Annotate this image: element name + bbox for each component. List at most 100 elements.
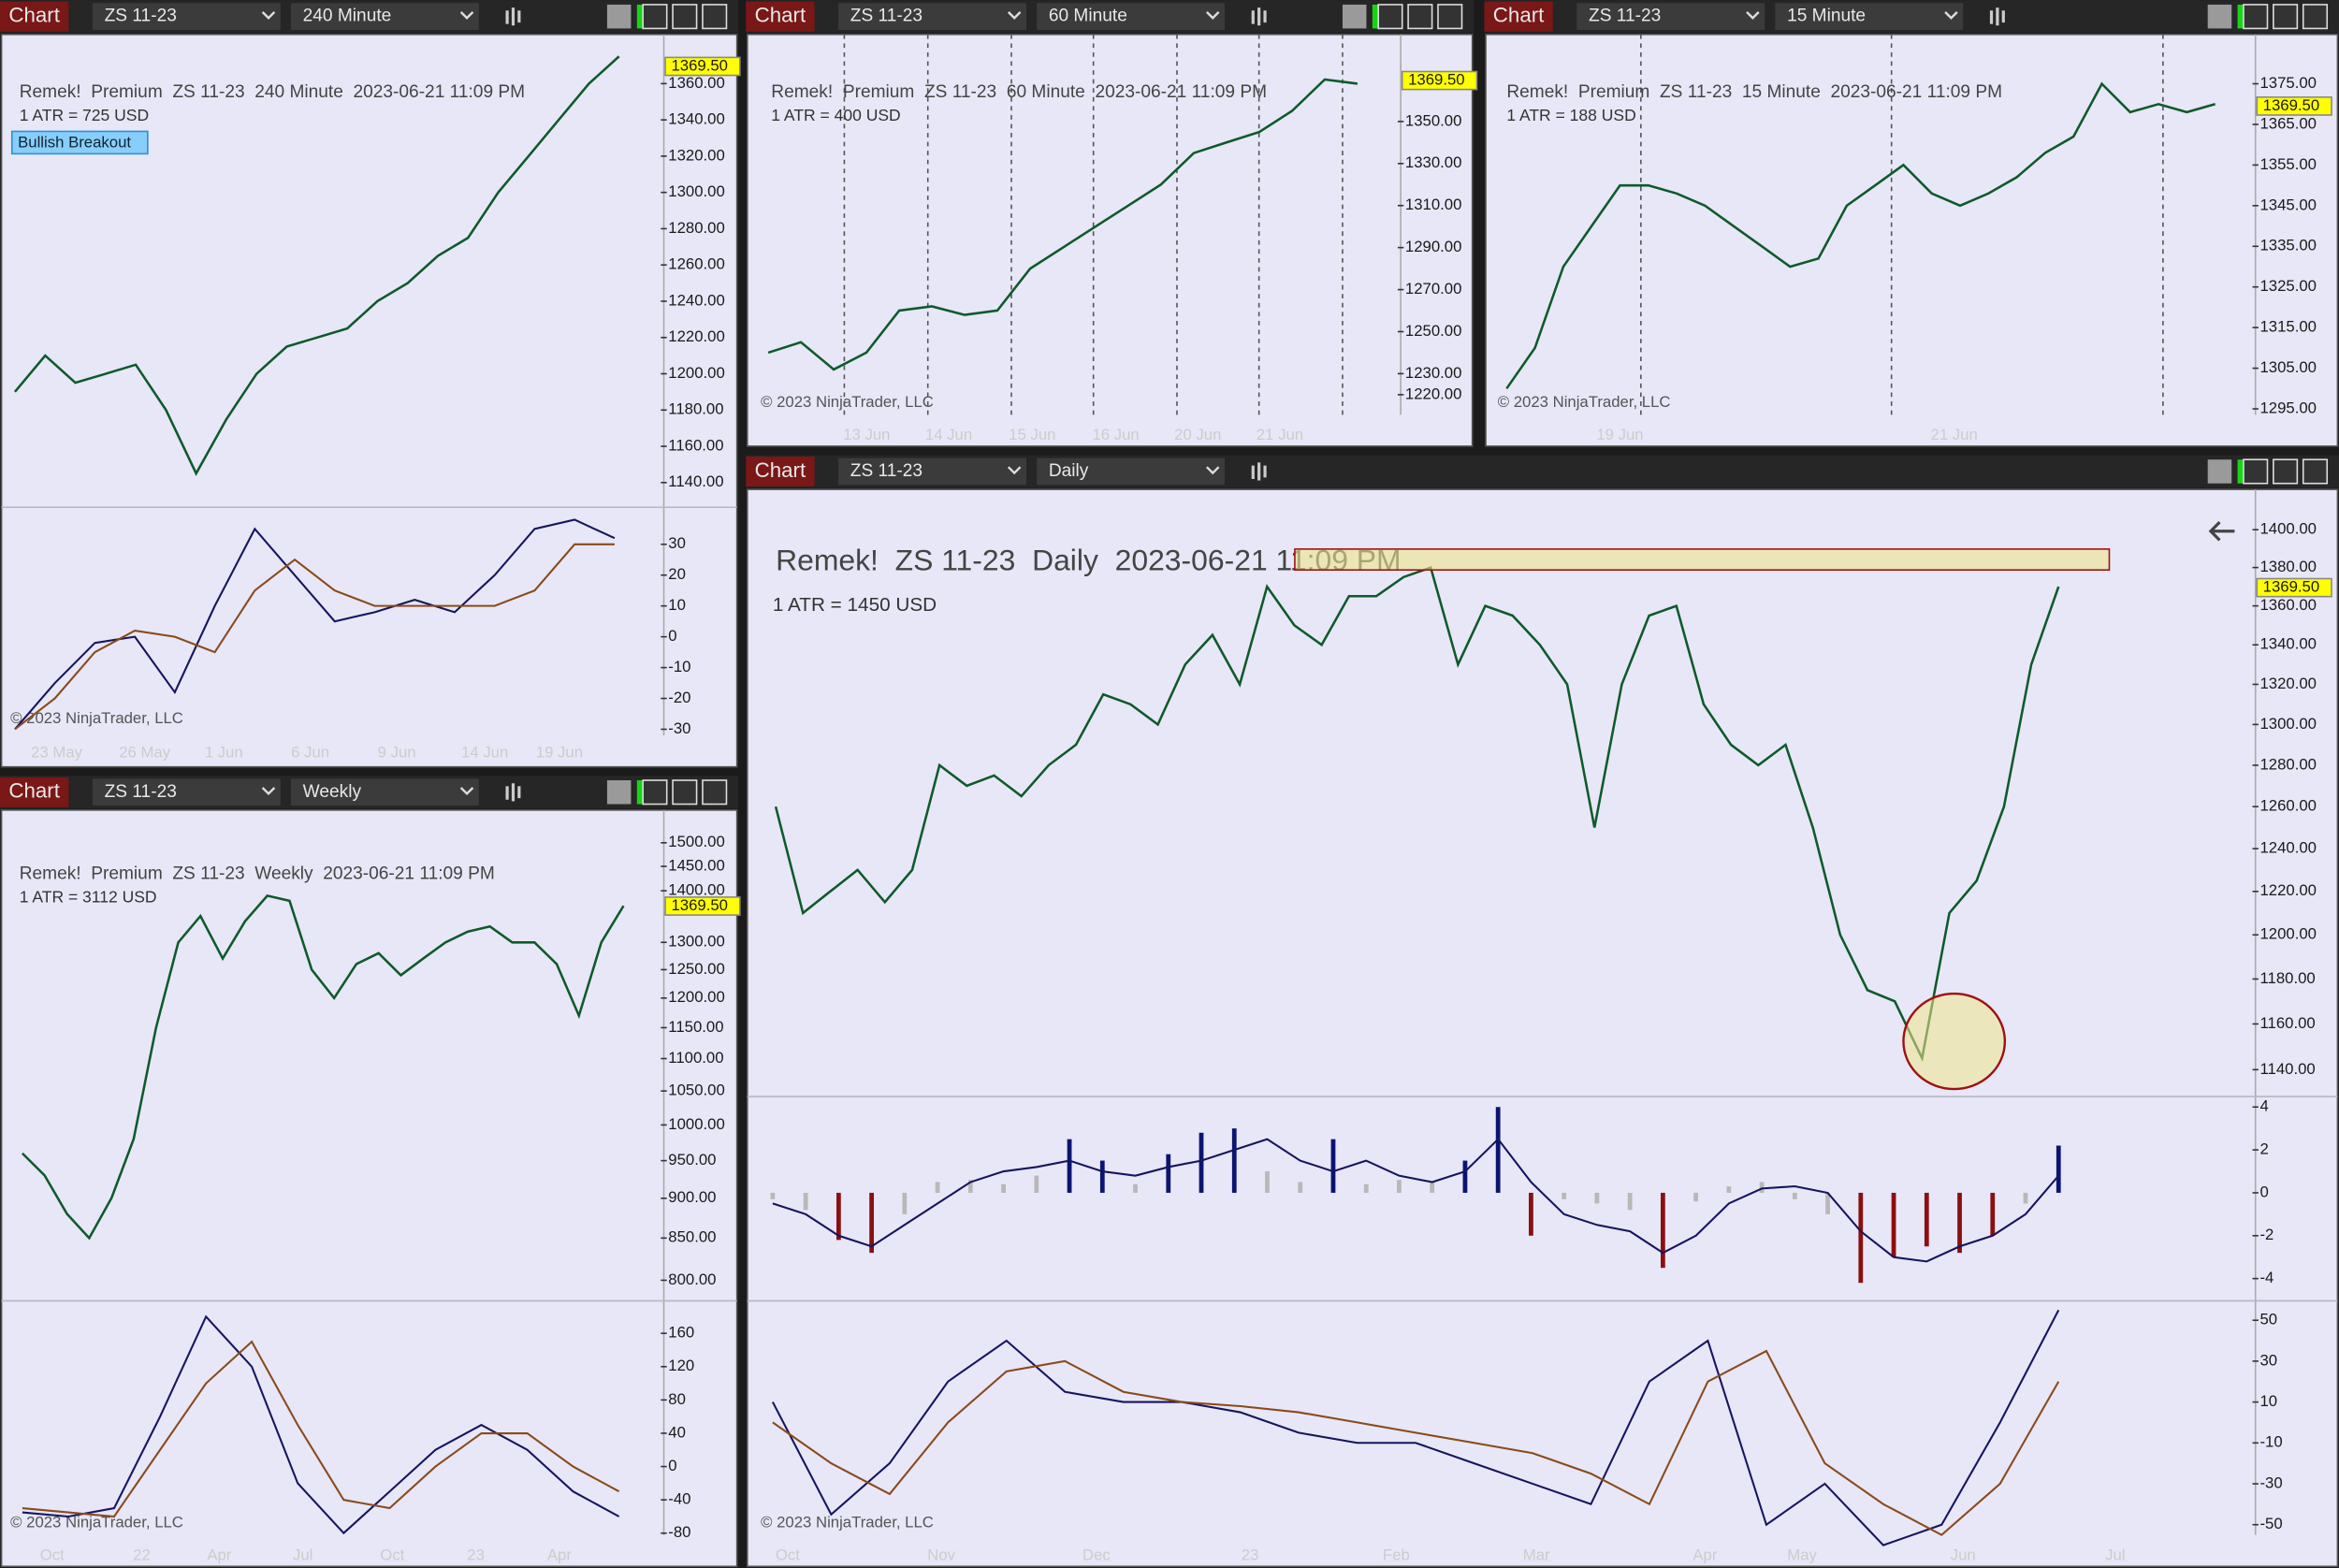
histogram-bar bbox=[1693, 1192, 1699, 1202]
back-arrow[interactable] bbox=[2208, 521, 2235, 542]
y-tick-label: -4 bbox=[2259, 1269, 2274, 1286]
bars-icon[interactable] bbox=[505, 783, 521, 802]
x-tick-label: Oct bbox=[40, 1546, 65, 1564]
window-control[interactable] bbox=[702, 4, 728, 30]
window-icon[interactable] bbox=[606, 780, 632, 805]
price-line bbox=[767, 78, 1358, 371]
y-tick-label: 1340.00 bbox=[2259, 635, 2317, 653]
y-tick-label: 0 bbox=[668, 627, 676, 645]
window-icon[interactable] bbox=[606, 4, 632, 29]
window-control[interactable] bbox=[2273, 458, 2299, 485]
copyright: © 2023 NinjaTrader, LLC bbox=[1498, 393, 1671, 411]
chart-button[interactable] bbox=[746, 1, 815, 32]
y-tick-label: 50 bbox=[2259, 1311, 2277, 1328]
last-price-marker bbox=[664, 896, 741, 916]
chart-button[interactable] bbox=[0, 1, 69, 32]
x-tick-label: Oct bbox=[380, 1546, 404, 1564]
x-tick-label: Nov bbox=[927, 1546, 955, 1564]
chart-button[interactable] bbox=[1484, 1, 1553, 32]
x-tick-label: Oct bbox=[776, 1546, 800, 1564]
instrument-text: ZS 11-23 bbox=[850, 7, 923, 26]
window-control[interactable] bbox=[672, 779, 698, 806]
interval-select[interactable] bbox=[290, 778, 479, 806]
instrument-select[interactable] bbox=[92, 3, 281, 31]
x-tick-label: Mar bbox=[1523, 1546, 1550, 1564]
window-control[interactable] bbox=[2302, 4, 2329, 30]
oscillator-line bbox=[14, 518, 616, 731]
window-control[interactable] bbox=[642, 4, 668, 30]
price-line bbox=[1505, 81, 2216, 390]
y-tick-label: 1220.00 bbox=[2259, 881, 2317, 899]
y-tick-label: 1200.00 bbox=[2259, 925, 2317, 943]
interval-text: 60 Minute bbox=[1049, 7, 1127, 26]
y-tick-label: 1230.00 bbox=[1405, 364, 1462, 382]
last-price-marker bbox=[2256, 96, 2332, 116]
interval-select[interactable] bbox=[1775, 3, 1964, 31]
bars-icon[interactable] bbox=[1251, 7, 1267, 26]
chart-title: Remek! Premium ZS 11-23 Weekly 2023-06-2… bbox=[20, 864, 495, 884]
instrument-select[interactable] bbox=[1576, 3, 1765, 31]
y-tick-label: 1500.00 bbox=[668, 833, 725, 850]
window-control[interactable] bbox=[2302, 458, 2329, 485]
bars-icon[interactable] bbox=[505, 7, 521, 26]
x-tick-label: Apr bbox=[207, 1546, 231, 1564]
x-tick-label: 15 Jun bbox=[1009, 426, 1055, 443]
histogram-bar bbox=[1397, 1180, 1402, 1193]
y-tick-label: 1000.00 bbox=[668, 1115, 725, 1133]
window-control[interactable] bbox=[1377, 4, 1403, 30]
histogram-bar bbox=[770, 1192, 776, 1199]
y-tick-label: 1350.00 bbox=[1405, 111, 1462, 129]
window-control[interactable] bbox=[702, 779, 728, 806]
window-icon[interactable] bbox=[2207, 4, 2232, 29]
y-tick-label: 1240.00 bbox=[668, 291, 725, 309]
resistance-zone bbox=[1294, 548, 2111, 572]
window-control[interactable] bbox=[672, 4, 698, 30]
y-tick-label: 1325.00 bbox=[2259, 277, 2317, 295]
y-tick-label: 120 bbox=[668, 1357, 694, 1374]
interval-select[interactable] bbox=[1037, 3, 1225, 31]
y-tick-label: 160 bbox=[668, 1324, 694, 1342]
x-tick-label: 19 Jun bbox=[536, 744, 583, 762]
y-tick-label: 1290.00 bbox=[1405, 238, 1462, 255]
histogram-bar bbox=[1462, 1160, 1468, 1193]
instrument-select[interactable] bbox=[838, 3, 1026, 31]
instrument-select[interactable] bbox=[838, 457, 1026, 486]
histogram-bar bbox=[1957, 1192, 1962, 1254]
instrument-select[interactable] bbox=[92, 778, 281, 806]
y-tick-label: 10 bbox=[668, 596, 686, 614]
chevron bbox=[1007, 11, 1022, 20]
y-tick-label: 0 bbox=[668, 1457, 676, 1474]
last-price-marker bbox=[2256, 577, 2332, 598]
window-icon[interactable] bbox=[1342, 4, 1367, 29]
x-tick-label: 20 Jun bbox=[1174, 426, 1221, 443]
x-tick-label: 23 May bbox=[31, 744, 83, 762]
histogram-bar bbox=[1990, 1192, 1996, 1236]
window-control[interactable] bbox=[1437, 4, 1463, 30]
histogram-bar bbox=[1034, 1175, 1039, 1193]
window-icon[interactable] bbox=[2207, 459, 2232, 484]
last-price-marker bbox=[664, 56, 741, 77]
y-tick-label: 1180.00 bbox=[668, 400, 723, 418]
interval-select[interactable] bbox=[290, 3, 479, 31]
window-control[interactable] bbox=[642, 779, 668, 806]
y-tick-label: 1160.00 bbox=[668, 436, 723, 454]
chart-button[interactable] bbox=[746, 457, 815, 486]
y-tick-label: -10 bbox=[2259, 1433, 2282, 1451]
instrument-text: ZS 11-23 bbox=[105, 782, 177, 802]
window-control[interactable] bbox=[2243, 458, 2269, 485]
window-control[interactable] bbox=[1407, 4, 1433, 30]
y-tick-label: 1260.00 bbox=[2259, 797, 2317, 815]
bars-icon[interactable] bbox=[1251, 462, 1267, 481]
chart-button[interactable] bbox=[0, 777, 69, 807]
y-tick-label: -20 bbox=[668, 689, 690, 706]
window-control[interactable] bbox=[2243, 4, 2269, 30]
y-tick-label: 1140.00 bbox=[2259, 1060, 2315, 1078]
histogram-bar bbox=[1001, 1183, 1006, 1193]
interval-select[interactable] bbox=[1037, 457, 1225, 486]
chevron bbox=[261, 11, 276, 20]
window-control[interactable] bbox=[2273, 4, 2299, 30]
x-tick-label: Apr bbox=[1693, 1546, 1717, 1564]
histogram-bar bbox=[2056, 1145, 2061, 1193]
bars-icon[interactable] bbox=[1989, 7, 2005, 26]
